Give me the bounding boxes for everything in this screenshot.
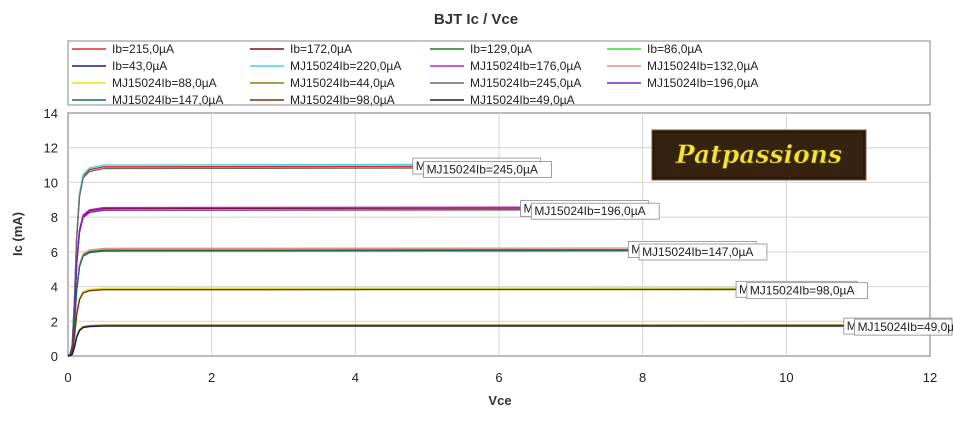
- annotation-label: MJ15024Ib=245,0µA: [427, 163, 538, 177]
- x-tick-label: 6: [495, 370, 502, 385]
- legend-label: Ib=129,0µA: [470, 42, 532, 56]
- x-tick-label: 8: [639, 370, 646, 385]
- y-tick-label: 4: [51, 280, 58, 295]
- y-tick-label: 6: [51, 245, 58, 260]
- series-line: [67, 325, 844, 357]
- annotations: MJ15024Ib=220,0µAMJ15024Ib=245,0µAMJ1502…: [412, 157, 953, 336]
- curves: [67, 163, 859, 357]
- legend-label: MJ15024Ib=49,0µA: [470, 93, 575, 107]
- legend: Ib=215,0µA Ib=172,0µA Ib=129,0µA Ib=86,0µA I…: [67, 40, 931, 107]
- x-tick-label: 4: [352, 370, 359, 385]
- y-tick-label: 0: [51, 349, 58, 364]
- annotation: MJ15024Ib=245,0µA: [423, 161, 552, 178]
- x-tick-label: 10: [779, 370, 793, 385]
- y-tick-label: 12: [44, 141, 58, 156]
- x-tick-label: 0: [64, 370, 71, 385]
- y-tick-label: 10: [44, 175, 58, 190]
- legend-label: MJ15024Ib=176,0µA: [470, 59, 581, 73]
- plot-area: 0 2 4 6 8 10 1202468101214PatpassionsMJ15024Ib…: [44, 106, 953, 385]
- legend-label: MJ15024Ib=44,0µA: [290, 76, 395, 90]
- annotation-box: [854, 318, 953, 336]
- logo-inner: [655, 133, 863, 177]
- x-tick-label: 2: [208, 370, 215, 385]
- annotation-box: [746, 282, 869, 300]
- legend-label: MJ15024Ib=147,0µA: [112, 93, 223, 107]
- annotation-label: MJ15024Ib=196,0µA: [534, 204, 645, 218]
- y-axis-label: Ic (mA): [10, 212, 25, 256]
- annotation-box: [423, 161, 552, 178]
- x-tick-label: 12: [923, 370, 937, 385]
- chart-title: BJT Ic / Vce: [434, 11, 518, 28]
- annotation-label: MJ15024Ib=98,0µA: [750, 284, 855, 298]
- patpassions-logo: Patpassions: [651, 129, 867, 181]
- legend-label: Ib=43,0µA: [112, 59, 167, 73]
- y-tick-label: 14: [44, 106, 58, 121]
- annotation: MJ15024Ib=196,0µA: [530, 202, 660, 220]
- annotation-box: [638, 243, 768, 261]
- legend-label: MJ15024Ib=132,0µA: [647, 59, 758, 73]
- legend-box: [67, 40, 931, 106]
- legend-label: Ib=172,0µA: [290, 42, 352, 56]
- annotation: MJ15024Ib=49,0µA: [854, 318, 953, 336]
- annotation: MJ15024Ib=98,0µA: [746, 282, 869, 300]
- series-line: [67, 288, 737, 357]
- x-axis-label: Vce: [488, 393, 511, 408]
- legend-label: MJ15024Ib=88,0µA: [112, 76, 217, 90]
- y-tick-label: 2: [51, 314, 58, 329]
- legend-label: MJ15024Ib=220,0µA: [290, 59, 401, 73]
- legend-label: MJ15024Ib=98,0µA: [290, 93, 395, 107]
- legend-label: Ib=215,0µA: [112, 42, 174, 56]
- legend-label: MJ15024Ib=196,0µA: [647, 76, 758, 90]
- series-line: [67, 250, 629, 357]
- logo-text: Patpassions: [675, 140, 842, 169]
- annotation: MJ15024Ib=147,0µA: [638, 243, 768, 261]
- annotation-box: [530, 202, 660, 220]
- legend-label: MJ15024Ib=245,0µA: [470, 76, 581, 90]
- annotation-label: MJ15024Ib=49,0µA: [858, 320, 953, 334]
- y-tick-label: 8: [51, 210, 58, 225]
- annotation-label: MJ15024Ib=147,0µA: [642, 245, 753, 259]
- legend-label: Ib=86,0µA: [647, 42, 702, 56]
